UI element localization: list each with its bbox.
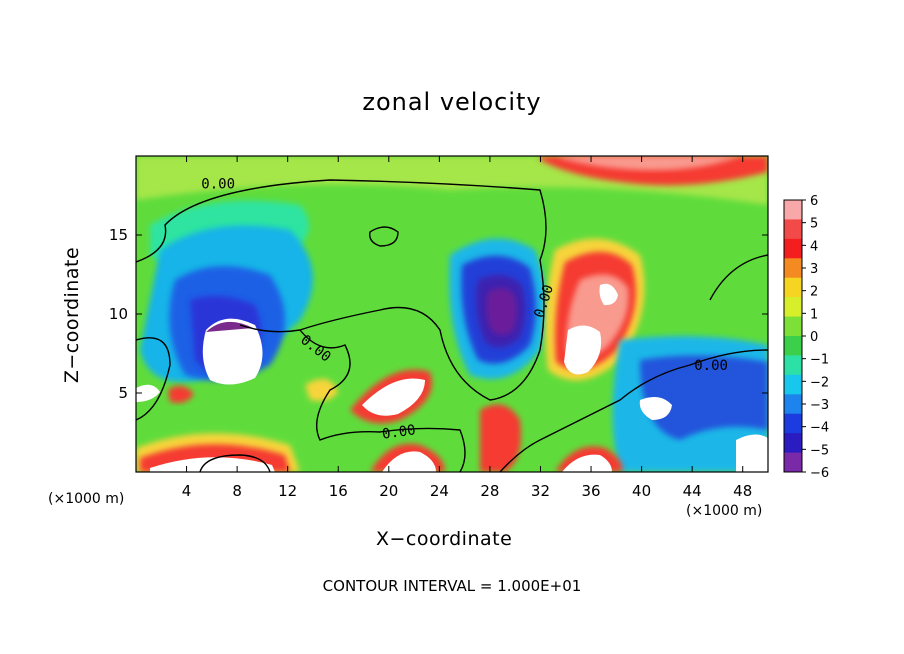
x-tick-label: 36 — [581, 482, 600, 500]
colorbar-label: 4 — [810, 239, 818, 254]
x-unit-label-right: (×1000 m) — [686, 503, 763, 519]
colorbar-label: 1 — [810, 307, 818, 322]
contour-label: 0.00 — [201, 176, 235, 192]
field-blob — [206, 321, 253, 332]
x-tick-label: 44 — [683, 482, 702, 500]
colorbar-label: −6 — [810, 466, 829, 481]
velocity-field — [136, 156, 768, 472]
x-tick-label: 4 — [182, 482, 192, 500]
contour-line — [299, 329, 466, 472]
x-tick-label: 16 — [329, 482, 348, 500]
colorbar-label: −3 — [810, 398, 829, 413]
field-blob — [362, 378, 425, 416]
field-blob — [382, 451, 436, 472]
x-tick-label: 40 — [632, 482, 651, 500]
y-axis-label: Z−coordinate — [61, 246, 83, 384]
x-tick-label: 12 — [278, 482, 297, 500]
y-tick-label: 15 — [109, 226, 128, 244]
x-tick-label: 48 — [733, 482, 752, 500]
colorbar-label: −2 — [810, 375, 829, 390]
contour-label: 0.00 — [694, 358, 728, 374]
colorbar-label: 5 — [810, 217, 818, 232]
field-blob — [486, 287, 517, 336]
x-tick-label: 24 — [430, 482, 449, 500]
colorbar-swatch — [784, 336, 802, 356]
colorbar-label: 6 — [810, 194, 818, 209]
colorbar-swatch — [784, 355, 802, 376]
field-blob — [640, 355, 768, 440]
field-blob — [480, 404, 521, 472]
colorbar-swatch — [784, 200, 802, 220]
colorbar-swatch — [784, 258, 802, 279]
y-tick-label: 5 — [118, 384, 128, 402]
x-unit-label-left: (×1000 m) — [48, 491, 125, 507]
colorbar-label: −4 — [810, 421, 829, 436]
contour-line — [369, 226, 399, 247]
y-tick-label: 10 — [109, 305, 128, 323]
colorbar-swatch — [784, 433, 802, 454]
x-tick-label: 8 — [232, 482, 242, 500]
field-blob — [305, 378, 338, 401]
contour-line — [136, 179, 547, 401]
field-blob — [136, 384, 160, 402]
colorbar-label: 3 — [810, 262, 818, 277]
zero-contours — [136, 179, 768, 472]
colorbar-swatch — [784, 413, 802, 434]
x-tick-label: 28 — [480, 482, 499, 500]
colorbar-swatch — [784, 277, 802, 298]
colorbar-label: 2 — [810, 285, 818, 300]
field-blob — [562, 454, 612, 472]
field-blob — [639, 396, 672, 420]
colorbar-swatch — [784, 238, 802, 259]
field-blob — [150, 457, 275, 472]
colorbar-swatch — [784, 452, 802, 473]
contour-line — [499, 349, 768, 472]
colorbar-swatch — [784, 394, 802, 415]
x-tick-label: 20 — [379, 482, 398, 500]
x-tick-label: 32 — [531, 482, 550, 500]
x-axis: 4 8 12 16 20 24 28 32 36 40 44 48 — [182, 156, 752, 500]
contour-line — [199, 454, 271, 472]
field-blob — [736, 434, 768, 472]
contour-interval-note: CONTOUR INTERVAL = 1.000E+01 — [322, 577, 582, 595]
x-axis-label: X−coordinate — [376, 528, 513, 550]
contour-line — [709, 254, 768, 301]
colorbar-label: 0 — [810, 330, 818, 345]
colorbar-swatch — [784, 297, 802, 318]
y-axis: 5 10 15 — [109, 226, 768, 402]
field-blob — [560, 156, 740, 171]
chart-title: zonal velocity — [362, 88, 542, 116]
contour-label: 0.00 — [381, 422, 417, 443]
field-blob — [564, 325, 602, 375]
colorbar: 6 5 4 3 2 1 0 −1 −2 −3 −4 −5 −6 — [783, 194, 829, 481]
field-blob — [202, 318, 263, 385]
field-blob — [168, 385, 194, 403]
colorbar-label: −1 — [810, 353, 829, 368]
colorbar-swatch — [784, 219, 802, 240]
field-blob — [599, 283, 618, 306]
colorbar-swatch — [784, 316, 802, 337]
colorbar-label: −5 — [810, 443, 829, 458]
colorbar-swatch — [784, 374, 802, 395]
contour-line — [136, 337, 171, 421]
